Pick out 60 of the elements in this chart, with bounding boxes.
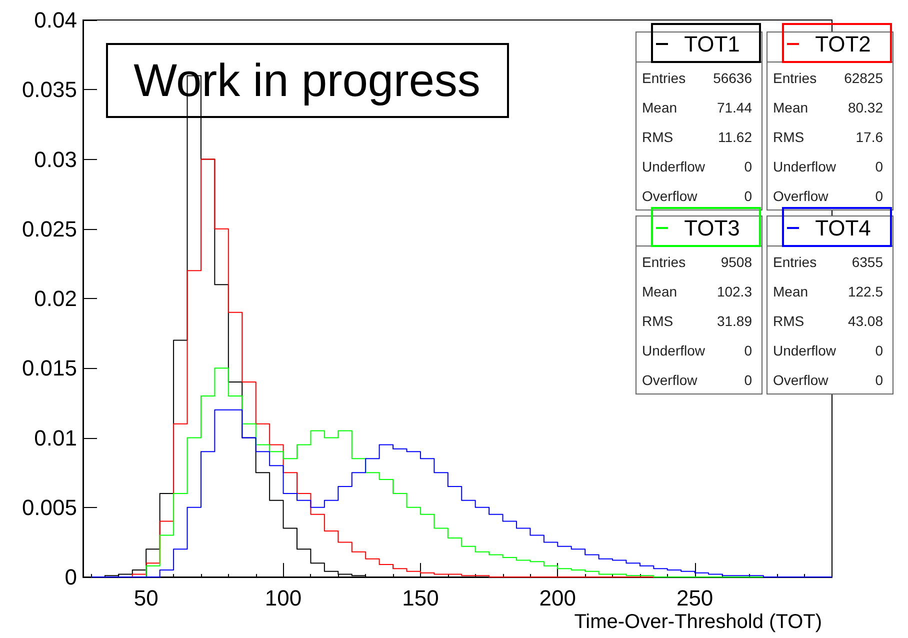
annotation: Work in progress — [134, 54, 480, 106]
y-tick-label: 0.02 — [34, 286, 77, 311]
x-tick-label: 200 — [539, 586, 576, 610]
annotation: Underflow — [642, 342, 706, 358]
annotation: Underflow — [642, 158, 706, 174]
annotation: Underflow — [773, 342, 837, 358]
legend-label: TOT4 — [815, 216, 871, 240]
annotation: Entries — [642, 70, 686, 86]
annotation: RMS — [773, 313, 804, 329]
legend-label: TOT2 — [815, 32, 871, 56]
x-axis-title: Time-Over-Threshold (TOT) — [574, 611, 822, 633]
annotation: Mean — [642, 100, 678, 116]
x-tick-label: 50 — [134, 586, 158, 610]
y-tick-label: 0.01 — [34, 425, 77, 450]
y-tick-label: 0.005 — [22, 494, 77, 520]
y-tick-label: 0.04 — [34, 8, 77, 32]
text: 0 — [875, 372, 884, 388]
annotation: Underflow — [773, 158, 837, 174]
annotation: 9508 — [720, 254, 752, 270]
y-tick-label: 0.035 — [22, 77, 77, 102]
annotation: Entries — [773, 254, 817, 270]
legend-label: TOT3 — [684, 216, 740, 240]
y-tick-label: 0.03 — [34, 146, 77, 172]
annotation: RMS — [642, 313, 674, 329]
annotation: Mean — [773, 100, 808, 116]
annotation: Entries — [773, 70, 817, 86]
text: 122.5 — [848, 284, 884, 300]
annotation: Overflow — [773, 372, 830, 388]
text: 80.32 — [848, 100, 884, 116]
x-tick-label: 250 — [676, 586, 714, 610]
text: 0 — [875, 158, 884, 174]
annotation: 0 — [744, 158, 752, 174]
annotation: 0 — [744, 372, 752, 388]
annotation: 0 — [744, 188, 752, 204]
annotation: Overflow — [642, 188, 698, 204]
y-tick-label: 0.025 — [22, 216, 77, 242]
annotation: RMS — [773, 129, 804, 145]
annotation: 102.3 — [716, 284, 752, 300]
annotation: RMS — [642, 129, 674, 145]
text: 62825 — [844, 70, 884, 86]
text: 0 — [875, 188, 884, 204]
legend-label: TOT1 — [684, 32, 740, 56]
text: 17.6 — [856, 129, 884, 145]
x-tick-label: 100 — [264, 586, 302, 610]
text: 0 — [875, 342, 884, 358]
x-tick-label: 150 — [402, 586, 439, 610]
annotation: 11.62 — [718, 129, 752, 145]
annotation: Entries — [642, 254, 686, 270]
annotation: Mean — [642, 284, 678, 300]
annotation: Mean — [773, 284, 808, 300]
y-tick-label: 0.015 — [22, 356, 77, 381]
annotation: 0 — [744, 342, 752, 358]
annotation: Overflow — [773, 188, 830, 204]
annotation: 56636 — [713, 70, 752, 86]
annotation: 71.44 — [716, 100, 752, 116]
y-tick-label: 0 — [64, 564, 77, 590]
text: 6355 — [852, 254, 884, 270]
text: 43.08 — [848, 313, 884, 329]
annotation: 31.89 — [716, 313, 752, 329]
annotation: Overflow — [642, 372, 698, 388]
